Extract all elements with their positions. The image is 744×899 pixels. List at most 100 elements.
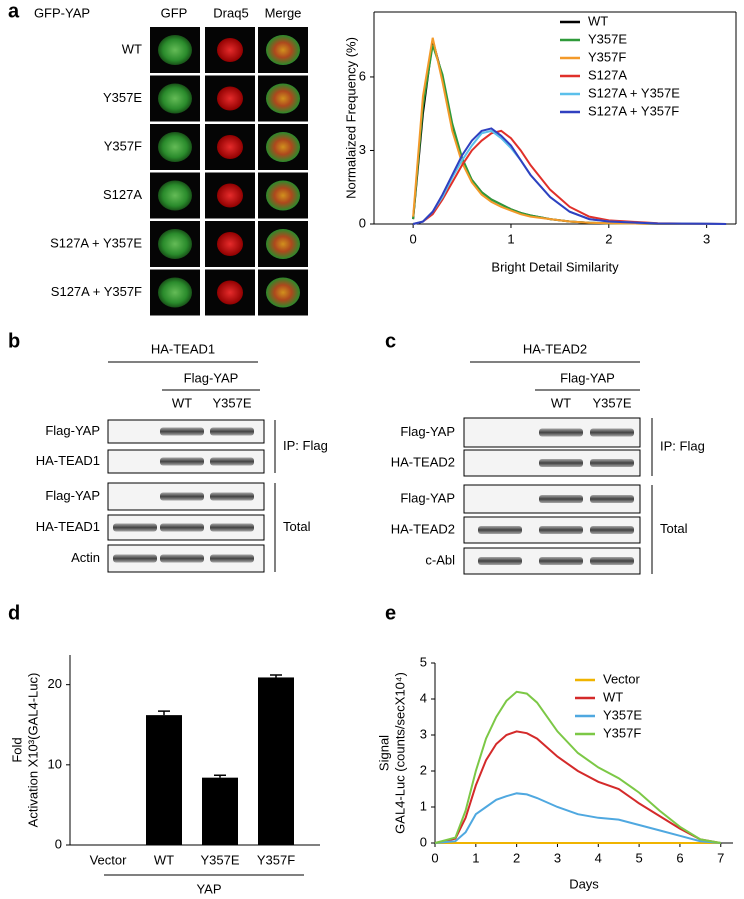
band	[160, 492, 204, 501]
cell	[158, 277, 192, 308]
cell	[158, 35, 192, 65]
series-line	[412, 127, 727, 225]
cell	[217, 135, 243, 159]
group-label: Total	[283, 519, 311, 534]
x-tick-label: 3	[554, 850, 561, 865]
y-axis-label: Normalaized Frequency (%)	[343, 37, 358, 199]
series-line	[434, 690, 721, 844]
column-header: Draq5	[213, 5, 248, 20]
band	[113, 554, 157, 563]
bar	[146, 715, 182, 845]
legend-label: WT	[588, 13, 608, 28]
x-tick-label: 6	[676, 850, 683, 865]
band	[539, 557, 583, 565]
band	[590, 428, 634, 437]
legend-label: Vector	[603, 671, 641, 686]
blot-row-label: HA-TEAD2	[391, 454, 455, 469]
blot-row-label: HA-TEAD1	[36, 519, 100, 534]
x-tick-label: Y357F	[257, 852, 295, 867]
y-tick-label: 5	[420, 654, 427, 669]
lane-label: WT	[172, 395, 192, 410]
row-label: Y357E	[103, 90, 142, 105]
band	[590, 526, 634, 534]
x-tick-label: Vector	[90, 852, 128, 867]
x-tick-label: 2	[513, 850, 520, 865]
legend-label: S127A + Y357E	[588, 85, 680, 100]
cell	[217, 38, 243, 62]
band	[478, 557, 522, 565]
series-line	[412, 129, 727, 225]
band	[590, 495, 634, 503]
legend-label: Y357F	[603, 725, 641, 740]
cell	[217, 232, 243, 256]
series-line	[412, 39, 727, 225]
band	[113, 523, 157, 532]
lane-label: Y357E	[592, 395, 631, 410]
band	[210, 554, 254, 563]
x-tick-label: 7	[717, 850, 724, 865]
series-line	[412, 129, 727, 225]
y-tick-label: 0	[420, 834, 427, 849]
legend-label: Y357F	[588, 49, 626, 64]
y-axis-label: Fold	[9, 737, 24, 762]
row-label: WT	[122, 41, 142, 56]
x-tick-label: 3	[703, 231, 710, 246]
x-tick-label: 4	[595, 850, 602, 865]
group-label: IP: Flag	[660, 438, 705, 453]
panel-label: c	[385, 330, 396, 352]
cell	[158, 180, 192, 211]
cell	[158, 132, 192, 162]
x-axis-label: Days	[569, 876, 599, 891]
legend-label: Y357E	[603, 707, 642, 722]
cell	[158, 229, 192, 259]
band	[210, 427, 254, 436]
panel-label: e	[385, 602, 396, 624]
blot-row-label: Flag-YAP	[400, 424, 455, 439]
column-header: GFP	[161, 5, 188, 20]
band	[160, 554, 204, 563]
bar	[202, 777, 238, 845]
bar	[258, 677, 294, 845]
x-tick-label: 0	[410, 231, 417, 246]
blot-subtitle: Flag-YAP	[184, 370, 239, 385]
x-tick-label: Y357E	[200, 852, 239, 867]
blot-subtitle: Flag-YAP	[560, 370, 615, 385]
group-label: Total	[660, 521, 688, 536]
x-tick-label: WT	[154, 852, 174, 867]
y-axis-label: Activation X10³(GAL4-Luc)	[25, 673, 40, 828]
band	[210, 457, 254, 466]
blot-row-label: Flag-YAP	[45, 423, 100, 438]
band	[590, 459, 634, 467]
cell	[266, 277, 300, 308]
band	[539, 495, 583, 503]
band	[539, 428, 583, 437]
y-tick-label: 4	[420, 690, 427, 705]
group-label: IP: Flag	[283, 438, 328, 453]
series-line	[434, 730, 721, 844]
blot-title: HA-TEAD1	[151, 341, 215, 356]
y-tick-label: 20	[48, 676, 62, 691]
error-bar	[158, 710, 170, 716]
x-tick-label: 5	[635, 850, 642, 865]
y-tick-label: 0	[55, 836, 62, 851]
series-line	[412, 44, 727, 225]
row-label: S127A + Y357F	[51, 284, 142, 299]
band	[160, 523, 204, 532]
y-axis-label: Signal	[376, 735, 391, 771]
band	[590, 557, 634, 565]
y-tick-label: 6	[359, 68, 366, 83]
band	[539, 526, 583, 534]
band	[539, 459, 583, 467]
error-bar	[214, 774, 226, 778]
blot-row-label: HA-TEAD1	[36, 453, 100, 468]
blot-row-label: c-Abl	[425, 552, 455, 567]
error-bar	[270, 674, 282, 678]
x-axis-label: Bright Detail Similarity	[491, 259, 619, 274]
panel-label: a	[8, 0, 20, 22]
panel-label: b	[8, 330, 20, 352]
column-header: Merge	[265, 5, 302, 20]
cell	[217, 86, 243, 111]
column-header: GFP-YAP	[34, 5, 90, 20]
series-line	[434, 792, 721, 844]
